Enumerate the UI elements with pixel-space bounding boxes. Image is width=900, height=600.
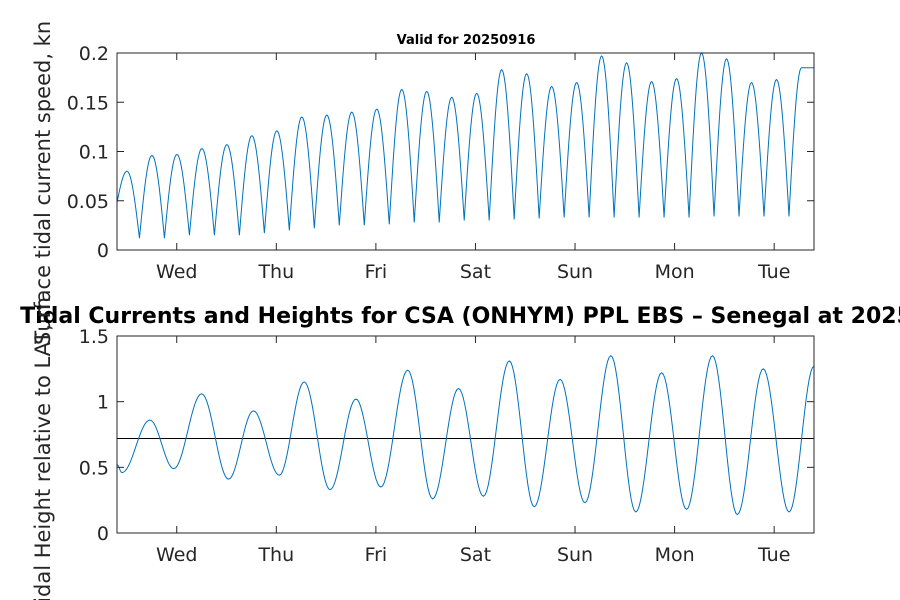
bottom-axes-box [116, 335, 815, 534]
bottom-x-tick-label: Fri [365, 544, 388, 566]
bottom-y-tick-label: 1.5 [79, 326, 109, 348]
top-y-tick-label: 0.15 [67, 92, 109, 114]
tidal-height-series-line [116, 355, 815, 516]
bottom-x-tick-label: Sat [460, 544, 491, 566]
bottom-x-tick-label: Wed [156, 544, 197, 566]
top-x-tick-label: Sat [460, 261, 491, 283]
bottom-y-tick-label: 1 [97, 392, 109, 414]
bottom-x-tick-label: Sun [557, 544, 593, 566]
top-chart-title: Valid for 20250916 [397, 33, 536, 48]
bottom-x-tick-label: Thu [257, 544, 294, 566]
bottom-y-tick-label: 0 [97, 523, 109, 545]
top-x-tick-label: Sun [557, 261, 593, 283]
top-y-tick-label: 0.1 [79, 142, 109, 164]
main-chart-title: Tidal Currents and Heights for CSA (ONHY… [20, 304, 900, 329]
top-x-tick-label: Tue [757, 261, 790, 283]
top-x-tick-label: Wed [156, 261, 197, 283]
bottom-x-tick-label: Mon [655, 544, 695, 566]
top-axes-box [116, 52, 815, 251]
top-x-tick-label: Thu [257, 261, 294, 283]
top-y-tick-label: 0.05 [67, 191, 109, 213]
top-y-tick-label: 0.2 [79, 43, 109, 65]
tidal-height-axes: Tidal Currents and Heights for CSA (ONHY… [20, 297, 900, 600]
bottom-x-tick-label: Tue [757, 544, 790, 566]
bottom-y-tick-label: 0.5 [79, 457, 109, 479]
top-x-tick-label: Mon [655, 261, 695, 283]
current-speed-series-line [116, 52, 814, 239]
bottom-y-axis-label: Tidal Height relative to LAT, m [31, 297, 55, 600]
top-y-axis-label: Surface tidal current speed, kn [31, 21, 55, 345]
top-x-tick-label: Fri [365, 261, 388, 283]
current-speed-axes: Valid for 20250916 0 0.05 0.1 0.15 0.2 Wed Thu… [31, 21, 815, 345]
top-y-tick-label: 0 [97, 240, 109, 262]
